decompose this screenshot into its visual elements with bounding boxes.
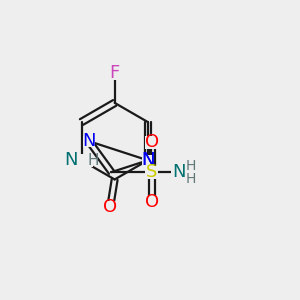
Bar — [83, 136, 94, 147]
Text: N: N — [172, 163, 185, 181]
Text: O: O — [145, 133, 159, 151]
Text: H: H — [186, 172, 196, 186]
Text: N: N — [82, 132, 96, 150]
Text: H: H — [87, 153, 99, 168]
Bar — [171, 163, 195, 181]
Text: O: O — [145, 193, 159, 211]
Bar — [145, 136, 158, 149]
Bar — [70, 154, 93, 167]
Text: O: O — [103, 198, 117, 216]
Text: N: N — [141, 151, 154, 169]
Text: N: N — [141, 151, 154, 169]
Text: N: N — [64, 151, 78, 169]
Text: H: H — [186, 159, 196, 173]
Bar — [104, 200, 117, 214]
Text: S: S — [146, 163, 157, 181]
Bar — [108, 67, 121, 80]
Bar — [142, 155, 153, 166]
Bar — [145, 166, 158, 178]
Bar — [142, 155, 153, 166]
Text: F: F — [110, 64, 120, 82]
Bar — [145, 196, 158, 208]
